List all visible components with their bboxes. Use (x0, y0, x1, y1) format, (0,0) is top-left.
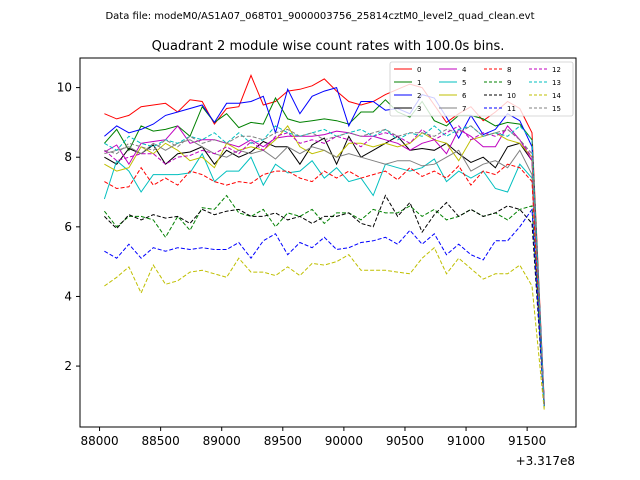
legend-label-11: 11 (507, 105, 516, 113)
legend-box (389, 61, 574, 117)
series-line-3 (104, 135, 545, 405)
series-line-5 (103, 152, 545, 407)
series-line-12 (104, 125, 545, 405)
legend-label-15: 15 (552, 105, 561, 113)
legend-label-13: 13 (552, 79, 561, 87)
y-tick-label: 8 (64, 150, 72, 164)
legend-label-2: 2 (417, 92, 421, 100)
legend-label-4: 4 (462, 66, 467, 74)
legend-label-7: 7 (462, 105, 466, 113)
y-tick-label: 4 (64, 289, 72, 303)
series-line-10 (104, 194, 545, 407)
plot-frame (79, 57, 577, 428)
x-tick-label: 89000 (203, 434, 241, 448)
series-line-8 (104, 163, 545, 407)
legend-label-9: 9 (507, 79, 511, 87)
data-file-label: Data file: modeM0/AS1A07_068T01_90000037… (105, 11, 534, 22)
series-line-9 (104, 194, 545, 405)
legend-label-6: 6 (462, 92, 467, 100)
series-layer (103, 74, 545, 410)
y-tick-label: 2 (64, 359, 72, 373)
x-tick-label: 89500 (264, 434, 302, 448)
x-offset-label: +3.317e8 (516, 454, 575, 468)
x-tick-label: 88500 (142, 434, 180, 448)
series-line-15 (104, 125, 545, 407)
y-tick-label: 10 (57, 81, 72, 95)
legend-label-8: 8 (507, 66, 511, 74)
x-tick-label: 90500 (386, 434, 424, 448)
series-line-11 (104, 207, 545, 407)
legend-label-14: 14 (552, 92, 561, 100)
series-line-14 (104, 246, 545, 410)
legend-label-0: 0 (417, 66, 421, 74)
series-line-4 (104, 125, 545, 407)
legend-label-12: 12 (552, 66, 561, 74)
y-tick-label: 6 (64, 220, 72, 234)
x-tick-label: 88000 (80, 434, 118, 448)
legend-label-10: 10 (507, 92, 516, 100)
x-tick-label: 91500 (508, 434, 546, 448)
x-tick-label: 90000 (325, 434, 363, 448)
x-tick-label: 91000 (447, 434, 485, 448)
legend-label-5: 5 (462, 79, 466, 87)
chart-title: Quadrant 2 module wise count rates with … (152, 39, 505, 54)
axes-layer: 88000 88500 89000 89500 90000 90500 91000 91500… (57, 81, 547, 448)
legend-label-1: 1 (417, 79, 421, 87)
legend-label-3: 3 (417, 105, 421, 113)
